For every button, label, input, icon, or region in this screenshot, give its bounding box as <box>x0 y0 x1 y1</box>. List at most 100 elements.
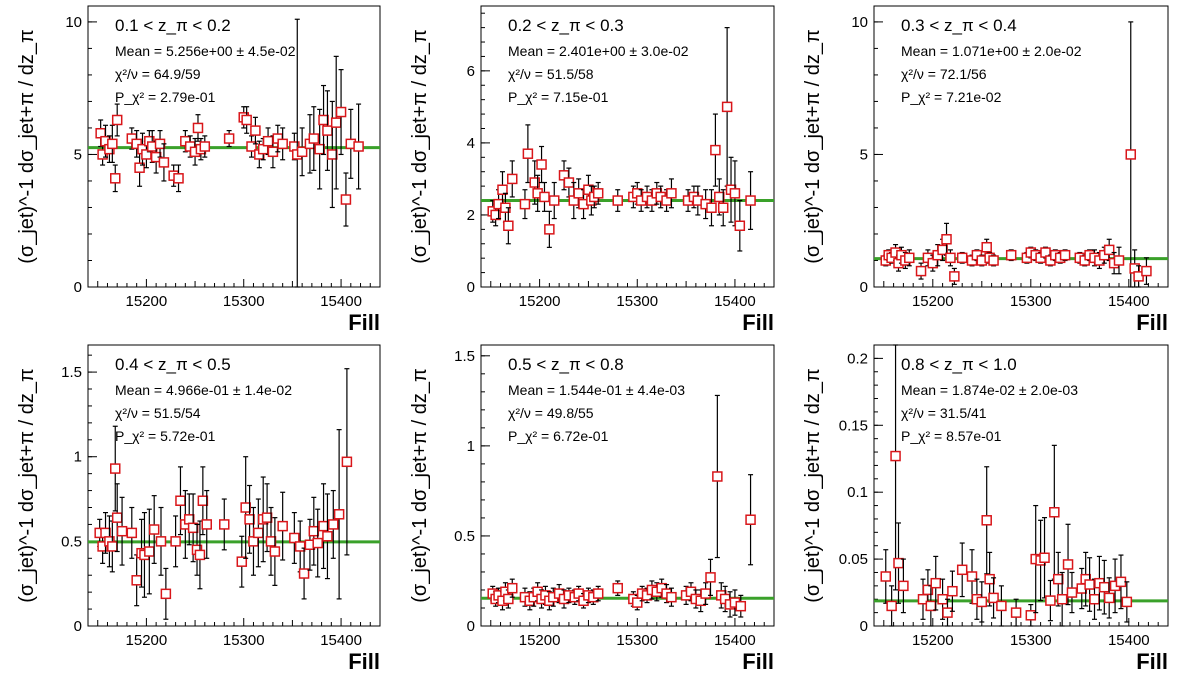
data-point <box>563 167 575 198</box>
data-point <box>111 103 123 137</box>
data-point <box>1025 603 1037 627</box>
data-marker <box>187 522 199 534</box>
x-tick-label: 15400 <box>714 632 756 649</box>
stat-mean: Mean = 2.401e+00 ± 3.0e-02 <box>508 43 689 59</box>
data-marker <box>261 512 273 523</box>
data-point <box>289 511 300 564</box>
y-tick-label: 0 <box>860 618 868 635</box>
data-point <box>666 178 677 209</box>
x-tick-label: 15300 <box>1010 632 1052 649</box>
data-point <box>116 496 128 566</box>
data-point <box>1121 581 1133 623</box>
stat-mean: Mean = 1.544e-01 ± 4.4e-03 <box>508 382 685 398</box>
data-point <box>160 567 172 620</box>
data-marker <box>333 509 345 520</box>
data-point <box>544 210 555 248</box>
data-point <box>915 262 927 280</box>
data-marker <box>583 184 594 195</box>
data-point <box>353 103 364 190</box>
data-point <box>246 135 257 158</box>
data-point <box>277 491 288 561</box>
y-tick-label: 0.15 <box>839 417 868 434</box>
data-marker <box>328 519 339 530</box>
data-point <box>269 517 281 586</box>
data-marker <box>632 597 643 608</box>
data-marker <box>330 117 342 128</box>
data-marker <box>729 188 741 199</box>
data-marker <box>277 520 288 532</box>
x-tick-label: 15200 <box>519 632 561 649</box>
data-marker <box>201 519 212 530</box>
data-marker <box>1103 592 1115 604</box>
data-marker <box>116 525 128 537</box>
stat-chi2: χ²/ν = 64.9/59 <box>115 66 201 82</box>
stat-probability: P_χ² = 7.15e-01 <box>508 89 609 105</box>
y-tick-label: 5 <box>860 146 868 163</box>
data-marker <box>308 133 320 144</box>
data-marker <box>497 184 508 195</box>
data-marker <box>984 573 995 585</box>
data-marker <box>340 194 352 205</box>
data-point <box>745 171 756 230</box>
data-point <box>1080 551 1091 607</box>
x-axis-title: Fill <box>742 649 774 674</box>
x-axis-title: Fill <box>1136 310 1168 335</box>
chart-panel: 15200 15300 15400 0 5 10 Fill (σ_jet)^-1 dσ_jet… <box>802 5 1169 335</box>
data-marker <box>1125 149 1137 160</box>
data-marker <box>706 202 717 213</box>
x-tick-label: 15300 <box>616 293 658 310</box>
data-marker <box>1045 595 1056 606</box>
data-point <box>1045 579 1056 622</box>
data-marker <box>1059 249 1071 261</box>
data-marker <box>170 536 181 547</box>
stat-probability: P_χ² = 7.21e-02 <box>901 89 1002 105</box>
data-marker <box>111 512 123 523</box>
data-marker <box>246 141 257 152</box>
data-marker <box>1115 576 1127 588</box>
data-marker <box>335 106 347 118</box>
data-point <box>503 207 514 245</box>
data-marker <box>915 265 927 277</box>
data-point <box>682 189 694 212</box>
data-marker <box>1062 559 1074 570</box>
data-marker <box>173 173 184 184</box>
data-point <box>201 489 212 559</box>
data-marker <box>976 596 988 608</box>
data-point <box>126 506 138 559</box>
data-marker <box>966 571 978 582</box>
data-marker <box>131 138 142 150</box>
data-marker <box>322 125 333 136</box>
data-marker <box>197 495 209 506</box>
x-axis-title: Fill <box>348 649 380 674</box>
y-tick-label: 0 <box>74 279 82 296</box>
data-point <box>1049 444 1060 580</box>
data-point <box>170 515 181 568</box>
data-marker <box>507 173 518 185</box>
data-point <box>1039 517 1050 599</box>
data-point <box>956 542 968 598</box>
stat-probability: P_χ² = 8.57e-01 <box>901 428 1002 444</box>
data-marker <box>308 525 320 537</box>
data-marker <box>592 588 604 599</box>
data-marker <box>1141 265 1152 277</box>
data-point <box>148 495 160 564</box>
stat-chi2: χ²/ν = 51.5/54 <box>115 405 201 421</box>
data-point <box>308 106 320 171</box>
data-marker <box>314 143 325 155</box>
data-marker <box>922 584 934 596</box>
y-tick-label: 0.1 <box>847 484 868 501</box>
data-point <box>735 594 747 618</box>
y-tick-label: 1 <box>467 438 475 455</box>
data-point <box>890 344 901 591</box>
data-marker <box>240 502 251 513</box>
data-marker <box>700 588 711 599</box>
data-marker <box>612 195 623 206</box>
data-marker <box>490 209 501 221</box>
data-marker <box>735 600 747 612</box>
data-point <box>131 554 142 607</box>
data-point <box>942 598 953 627</box>
data-marker <box>981 515 992 526</box>
chart-panel: 15200 15300 15400 0 2 4 6 Fill (σ_jet)^-1 dσ_jet… <box>409 5 775 335</box>
data-point <box>1141 257 1152 285</box>
data-marker <box>244 514 255 525</box>
